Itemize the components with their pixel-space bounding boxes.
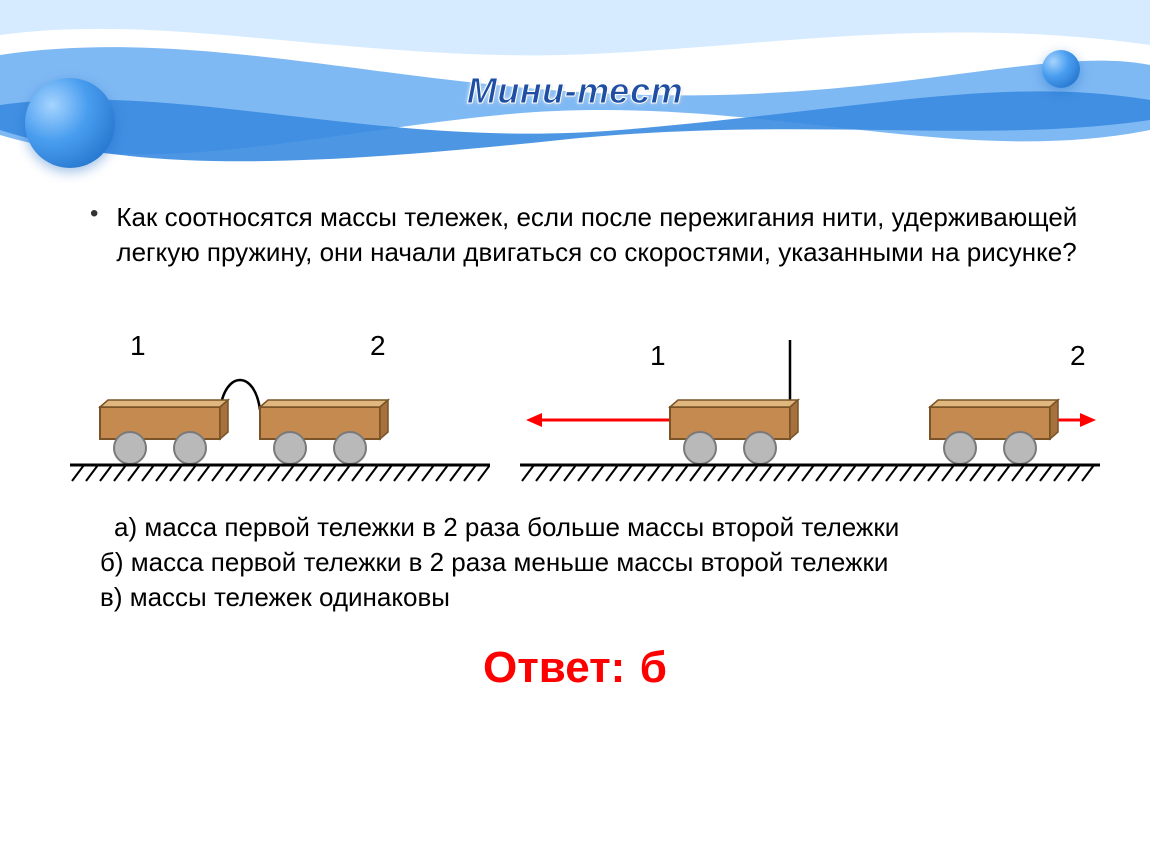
slide-header: Мини-тест bbox=[0, 0, 1150, 180]
sphere-decoration-large bbox=[25, 78, 115, 168]
cart-label-1: 1 bbox=[130, 330, 146, 361]
cart-label-1b: 1 bbox=[650, 340, 666, 371]
ground-hatching-2 bbox=[520, 465, 1094, 481]
option-a: а) масса первой тележки в 2 раза больше … bbox=[100, 510, 1060, 545]
cart-1 bbox=[100, 400, 228, 464]
options-block: а) масса первой тележки в 2 раза больше … bbox=[0, 500, 1150, 615]
answer-block: Ответ: б bbox=[0, 643, 1150, 693]
ground-hatching bbox=[70, 465, 490, 481]
answer-value: б bbox=[640, 643, 667, 692]
option-c: в) массы тележек одинаковы bbox=[100, 580, 1060, 615]
bullet-icon: • bbox=[90, 200, 98, 270]
question-block: • Как соотносятся массы тележек, если по… bbox=[0, 180, 1150, 270]
cart-label-2: 2 bbox=[370, 330, 386, 361]
cart-2 bbox=[260, 400, 388, 464]
sphere-decoration-small bbox=[1042, 50, 1080, 88]
cart-label-2b: 2 bbox=[1070, 340, 1086, 371]
slide-title: Мини-тест bbox=[467, 70, 683, 112]
answer-label: Ответ: bbox=[483, 643, 625, 692]
option-b: б) масса первой тележки в 2 раза меньше … bbox=[100, 545, 1060, 580]
diagram-area: 1 2 bbox=[0, 270, 1150, 500]
question-text: Как соотносятся массы тележек, если посл… bbox=[116, 200, 1080, 270]
scene-before: 1 2 bbox=[70, 310, 490, 490]
cart-2b bbox=[930, 400, 1058, 464]
scene-after: 1 2 bbox=[520, 310, 1100, 490]
cart-1b bbox=[670, 400, 798, 464]
velocity-arrow-1 bbox=[526, 413, 670, 427]
